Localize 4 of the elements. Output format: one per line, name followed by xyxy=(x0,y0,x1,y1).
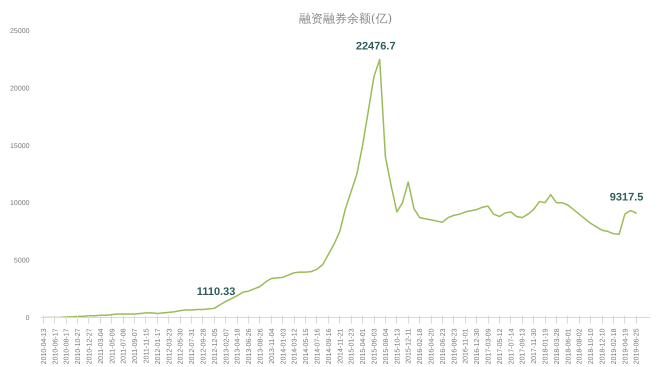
data-label: 9317.5 xyxy=(610,192,644,204)
chart-title: 融资融券余额(亿) xyxy=(298,12,392,26)
data-label: 1110.33 xyxy=(196,286,236,298)
data-label: 22476.7 xyxy=(356,40,396,52)
